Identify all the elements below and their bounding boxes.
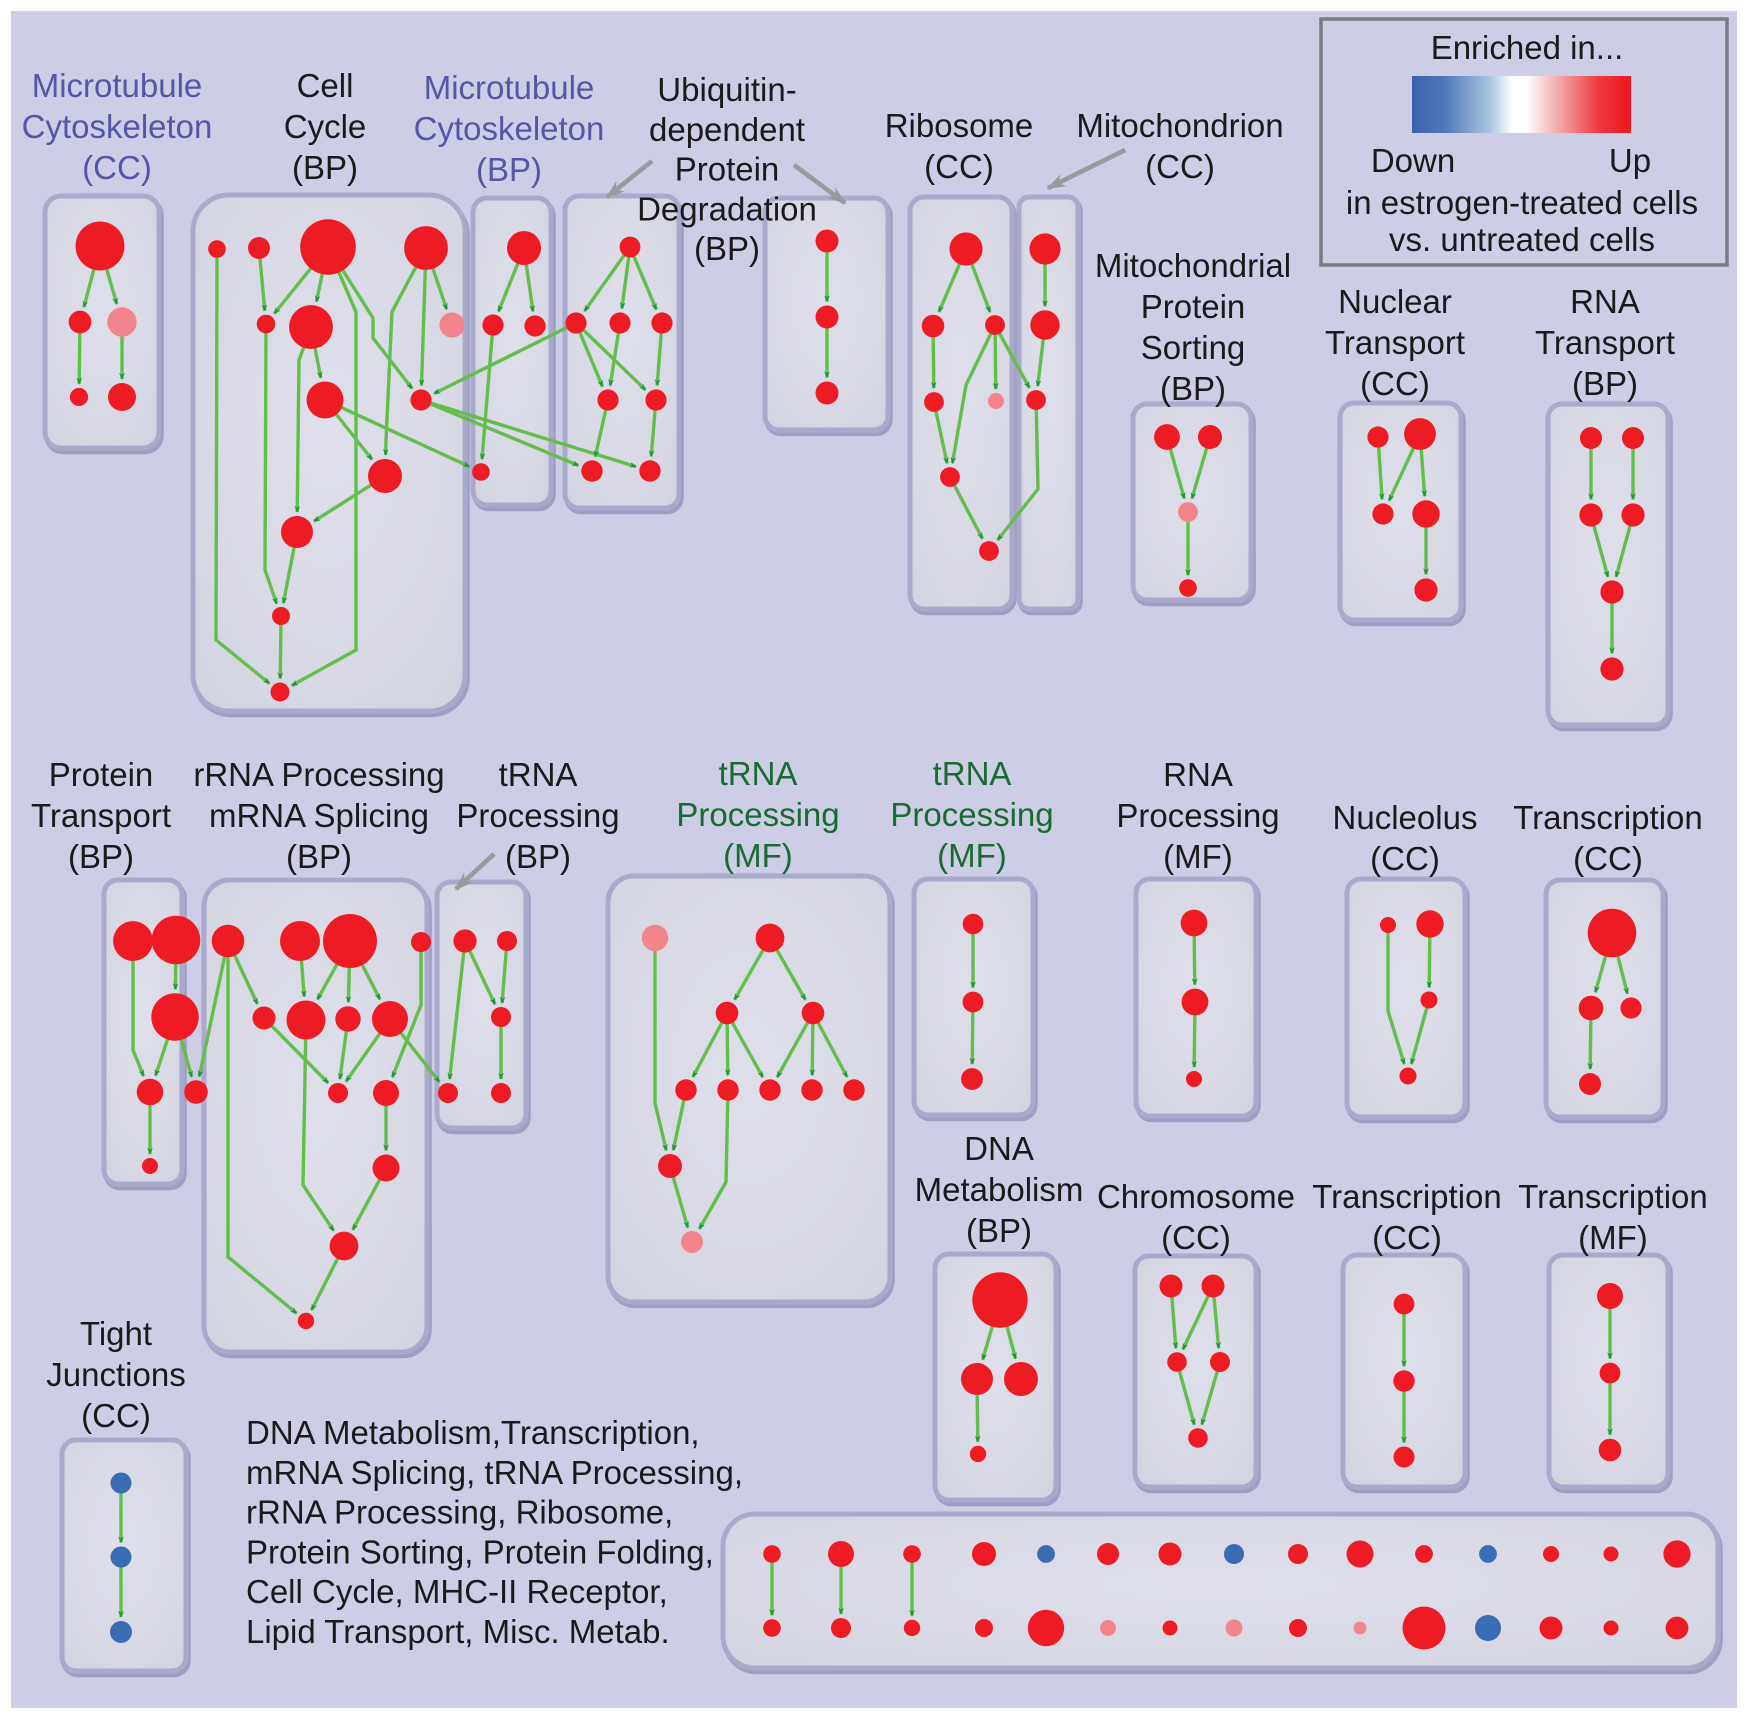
svg-text:Transport: Transport bbox=[31, 797, 171, 834]
svg-text:Mitochondrion: Mitochondrion bbox=[1076, 107, 1283, 144]
svg-text:Enriched in...: Enriched in... bbox=[1431, 29, 1624, 66]
svg-text:Transport: Transport bbox=[1535, 324, 1675, 361]
svg-text:(CC): (CC) bbox=[1145, 148, 1215, 185]
svg-text:Sorting: Sorting bbox=[1141, 329, 1246, 366]
svg-text:RNA: RNA bbox=[1163, 756, 1233, 793]
svg-text:Protein Sorting, Protein Foldi: Protein Sorting, Protein Folding, bbox=[246, 1533, 714, 1570]
svg-text:rRNA Processing: rRNA Processing bbox=[193, 756, 444, 793]
svg-text:Ubiquitin-: Ubiquitin- bbox=[657, 71, 796, 108]
svg-text:RNA: RNA bbox=[1570, 283, 1640, 320]
svg-text:(BP): (BP) bbox=[505, 838, 571, 875]
svg-text:Transport: Transport bbox=[1325, 324, 1465, 361]
svg-text:(CC): (CC) bbox=[1372, 1219, 1442, 1256]
svg-text:Microtubule: Microtubule bbox=[32, 67, 203, 104]
svg-text:(BP): (BP) bbox=[966, 1212, 1032, 1249]
svg-text:(CC): (CC) bbox=[1360, 365, 1430, 402]
svg-text:(CC): (CC) bbox=[924, 148, 994, 185]
svg-text:Ribosome: Ribosome bbox=[885, 107, 1034, 144]
svg-text:Protein: Protein bbox=[675, 151, 780, 188]
svg-text:(BP): (BP) bbox=[68, 838, 134, 875]
svg-text:Cytoskeleton: Cytoskeleton bbox=[22, 108, 213, 145]
svg-text:Cell: Cell bbox=[297, 67, 354, 104]
svg-text:(CC): (CC) bbox=[1370, 840, 1440, 877]
svg-text:Processing: Processing bbox=[676, 796, 839, 833]
svg-text:DNA: DNA bbox=[964, 1130, 1034, 1167]
svg-text:dependent: dependent bbox=[649, 111, 805, 148]
svg-text:Metabolism: Metabolism bbox=[915, 1171, 1084, 1208]
svg-text:Tight: Tight bbox=[80, 1315, 152, 1352]
svg-text:Protein: Protein bbox=[1141, 288, 1246, 325]
svg-text:(BP): (BP) bbox=[1160, 370, 1226, 407]
svg-text:Cytoskeleton: Cytoskeleton bbox=[414, 110, 605, 147]
svg-text:Protein: Protein bbox=[49, 756, 154, 793]
svg-text:Processing: Processing bbox=[1116, 797, 1279, 834]
svg-text:mRNA Splicing: mRNA Splicing bbox=[209, 797, 429, 834]
svg-text:(MF): (MF) bbox=[937, 837, 1007, 874]
svg-text:tRNA: tRNA bbox=[933, 755, 1012, 792]
svg-text:Processing: Processing bbox=[456, 797, 619, 834]
svg-text:Chromosome: Chromosome bbox=[1097, 1178, 1295, 1215]
svg-text:rRNA Processing, Ribosome,: rRNA Processing, Ribosome, bbox=[246, 1494, 673, 1531]
svg-text:(BP): (BP) bbox=[286, 838, 352, 875]
svg-text:Lipid Transport, Misc. Metab.: Lipid Transport, Misc. Metab. bbox=[246, 1613, 670, 1650]
svg-text:(MF): (MF) bbox=[1578, 1219, 1648, 1256]
svg-text:mRNA Splicing, tRNA Processing: mRNA Splicing, tRNA Processing, bbox=[246, 1454, 743, 1491]
svg-text:(CC): (CC) bbox=[1573, 840, 1643, 877]
svg-text:Degradation: Degradation bbox=[637, 190, 817, 227]
svg-text:(MF): (MF) bbox=[723, 837, 793, 874]
svg-text:vs. untreated cells: vs. untreated cells bbox=[1389, 221, 1655, 258]
svg-text:Mitochondrial: Mitochondrial bbox=[1095, 247, 1291, 284]
svg-text:Processing: Processing bbox=[890, 796, 1053, 833]
svg-text:Transcription: Transcription bbox=[1513, 799, 1703, 836]
svg-text:(BP): (BP) bbox=[694, 230, 760, 267]
svg-text:(MF): (MF) bbox=[1163, 838, 1233, 875]
svg-text:Transcription: Transcription bbox=[1312, 1178, 1502, 1215]
svg-text:Transcription: Transcription bbox=[1518, 1178, 1708, 1215]
svg-text:Down: Down bbox=[1371, 142, 1455, 179]
svg-text:(BP): (BP) bbox=[476, 151, 542, 188]
svg-text:Junctions: Junctions bbox=[46, 1356, 185, 1393]
svg-text:Nucleolus: Nucleolus bbox=[1333, 799, 1478, 836]
svg-text:(CC): (CC) bbox=[1161, 1219, 1231, 1256]
svg-text:in estrogen-treated cells: in estrogen-treated cells bbox=[1346, 184, 1698, 221]
svg-text:(BP): (BP) bbox=[1572, 365, 1638, 402]
svg-text:(CC): (CC) bbox=[82, 149, 152, 186]
svg-text:Up: Up bbox=[1609, 142, 1651, 179]
svg-text:Nuclear: Nuclear bbox=[1338, 283, 1452, 320]
svg-text:tRNA: tRNA bbox=[719, 755, 798, 792]
svg-text:(BP): (BP) bbox=[292, 149, 358, 186]
svg-text:DNA Metabolism,Transcription,: DNA Metabolism,Transcription, bbox=[246, 1414, 700, 1451]
svg-text:Cycle: Cycle bbox=[284, 108, 367, 145]
svg-text:tRNA: tRNA bbox=[499, 756, 578, 793]
svg-text:(CC): (CC) bbox=[81, 1397, 151, 1434]
svg-text:Microtubule: Microtubule bbox=[424, 69, 595, 106]
svg-text:Cell Cycle, MHC-II Receptor,: Cell Cycle, MHC-II Receptor, bbox=[246, 1573, 668, 1610]
